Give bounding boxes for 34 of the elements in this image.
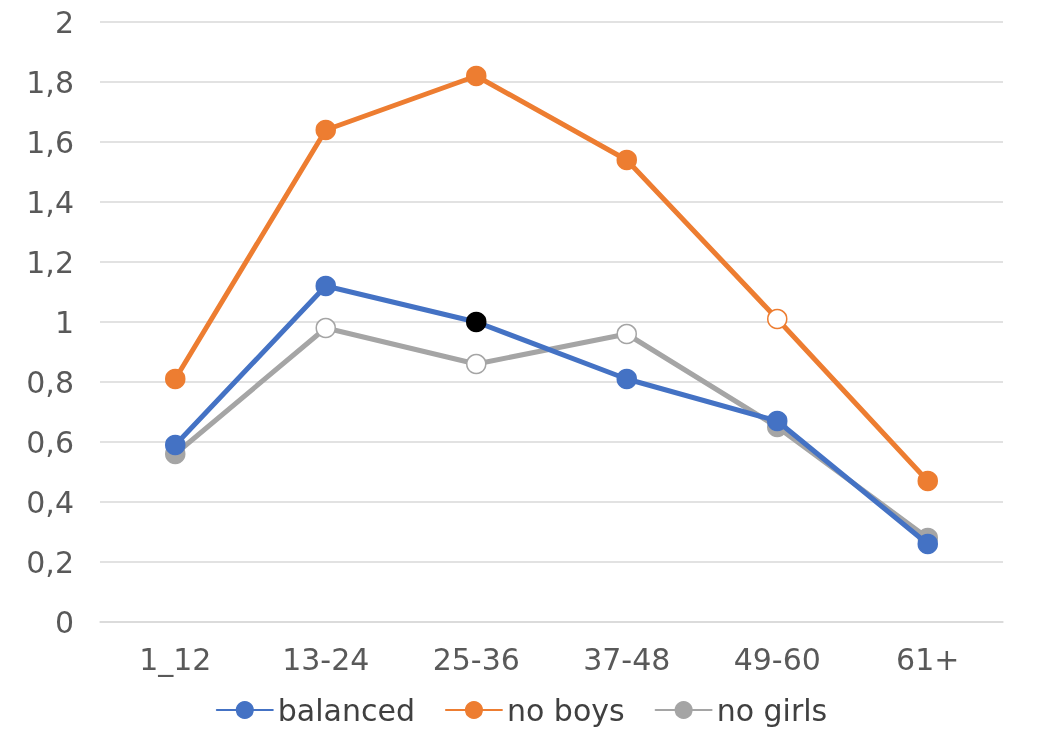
point xyxy=(616,368,637,390)
x-tick-label: 1_12 xyxy=(139,641,212,677)
y-tick-label: 0 xyxy=(54,604,74,640)
y-tick-label: 1,4 xyxy=(26,184,74,220)
point xyxy=(466,65,487,87)
x-tick-label: 61+ xyxy=(896,641,960,677)
y-tick-label: 1,6 xyxy=(26,124,74,160)
point xyxy=(616,149,637,171)
point xyxy=(917,533,938,555)
y-tick-label: 1,8 xyxy=(26,64,74,100)
y-tick-label: 1 xyxy=(54,304,74,340)
y-tick-label: 1,2 xyxy=(26,244,74,280)
point xyxy=(917,470,938,492)
x-tick-label: 25-36 xyxy=(432,641,520,677)
point xyxy=(616,323,637,345)
y-tick-label: 0,2 xyxy=(26,544,74,580)
point xyxy=(165,368,186,390)
point xyxy=(315,119,336,141)
point xyxy=(315,317,336,339)
point xyxy=(165,434,186,456)
point xyxy=(466,353,487,375)
legend-label: no girls xyxy=(716,692,828,728)
x-tick-label: 49-60 xyxy=(733,641,821,677)
legend-label: no boys xyxy=(506,692,625,728)
x-tick-label: 13-24 xyxy=(282,641,370,677)
y-tick-label: 0,6 xyxy=(26,424,74,460)
point xyxy=(767,410,788,432)
y-tick-label: 0,8 xyxy=(26,364,74,400)
y-tick-label: 2 xyxy=(54,4,74,40)
x-tick-label: 37-48 xyxy=(583,641,671,677)
point xyxy=(315,275,336,297)
y-tick-label: 0,4 xyxy=(26,484,74,520)
point xyxy=(466,311,487,333)
legend-label: balanced xyxy=(277,692,415,728)
